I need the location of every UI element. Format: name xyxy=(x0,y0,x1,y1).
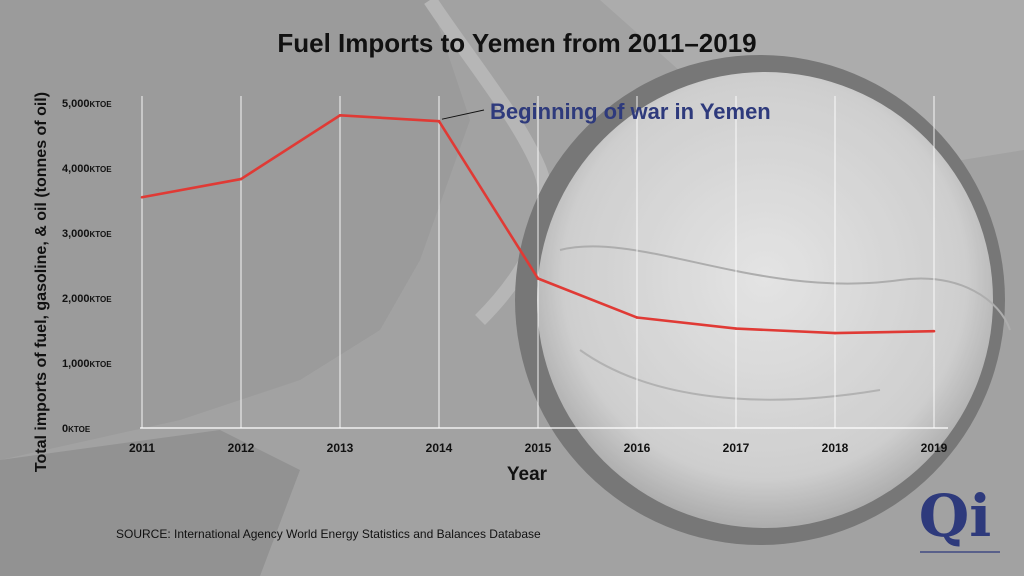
x-tick-label: 2018 xyxy=(822,441,849,455)
series-points xyxy=(140,114,936,335)
data-point-2018 xyxy=(833,331,837,335)
y-axis-label: Total imports of fuel, gasoline, & oil (… xyxy=(33,92,50,472)
y-tick-label: 0KTOE xyxy=(62,423,91,435)
y-tick-label: 1,000KTOE xyxy=(62,358,112,370)
vertical-gridlines xyxy=(141,96,935,428)
data-point-2017 xyxy=(734,327,738,330)
data-point-2012 xyxy=(239,177,243,181)
x-axis-label: Year xyxy=(507,464,548,485)
data-point-2011 xyxy=(140,195,144,199)
qi-logo: Qi xyxy=(919,482,992,550)
y-axis-ticks: 0KTOE 1,000KTOE 2,000KTOE 3,000KTOE 4,000KTO… xyxy=(62,98,112,435)
y-tick-label: 3,000KTOE xyxy=(62,228,112,240)
x-tick-label: 2016 xyxy=(624,441,651,455)
x-tick-label: 2011 xyxy=(129,441,155,455)
x-tick-label: 2017 xyxy=(723,441,750,455)
x-tick-label: 2012 xyxy=(228,441,255,455)
x-tick-label: 2014 xyxy=(426,441,453,455)
y-tick-label: 2,000KTOE xyxy=(62,293,112,305)
data-point-2013 xyxy=(338,114,342,117)
x-tick-label: 2019 xyxy=(921,441,948,455)
x-axis-ticks: 2011 2012 2013 2014 2015 2016 2017 2018 2019 xyxy=(129,441,948,455)
chart-title: Fuel Imports to Yemen from 2011–2019 xyxy=(277,28,756,58)
data-point-2015 xyxy=(536,277,540,280)
data-point-2016 xyxy=(635,316,639,319)
annotation-leader-line xyxy=(441,109,485,120)
data-point-2014 xyxy=(437,119,441,123)
y-tick-label: 4,000KTOE xyxy=(62,163,112,175)
x-tick-label: 2013 xyxy=(327,441,354,455)
annotation-war-label: Beginning of war in Yemen xyxy=(490,99,771,124)
source-note: SOURCE: International Agency World Energ… xyxy=(116,527,541,541)
y-tick-label: 5,000KTOE xyxy=(62,98,112,110)
data-point-2019 xyxy=(932,329,936,333)
x-tick-label: 2015 xyxy=(525,441,552,455)
